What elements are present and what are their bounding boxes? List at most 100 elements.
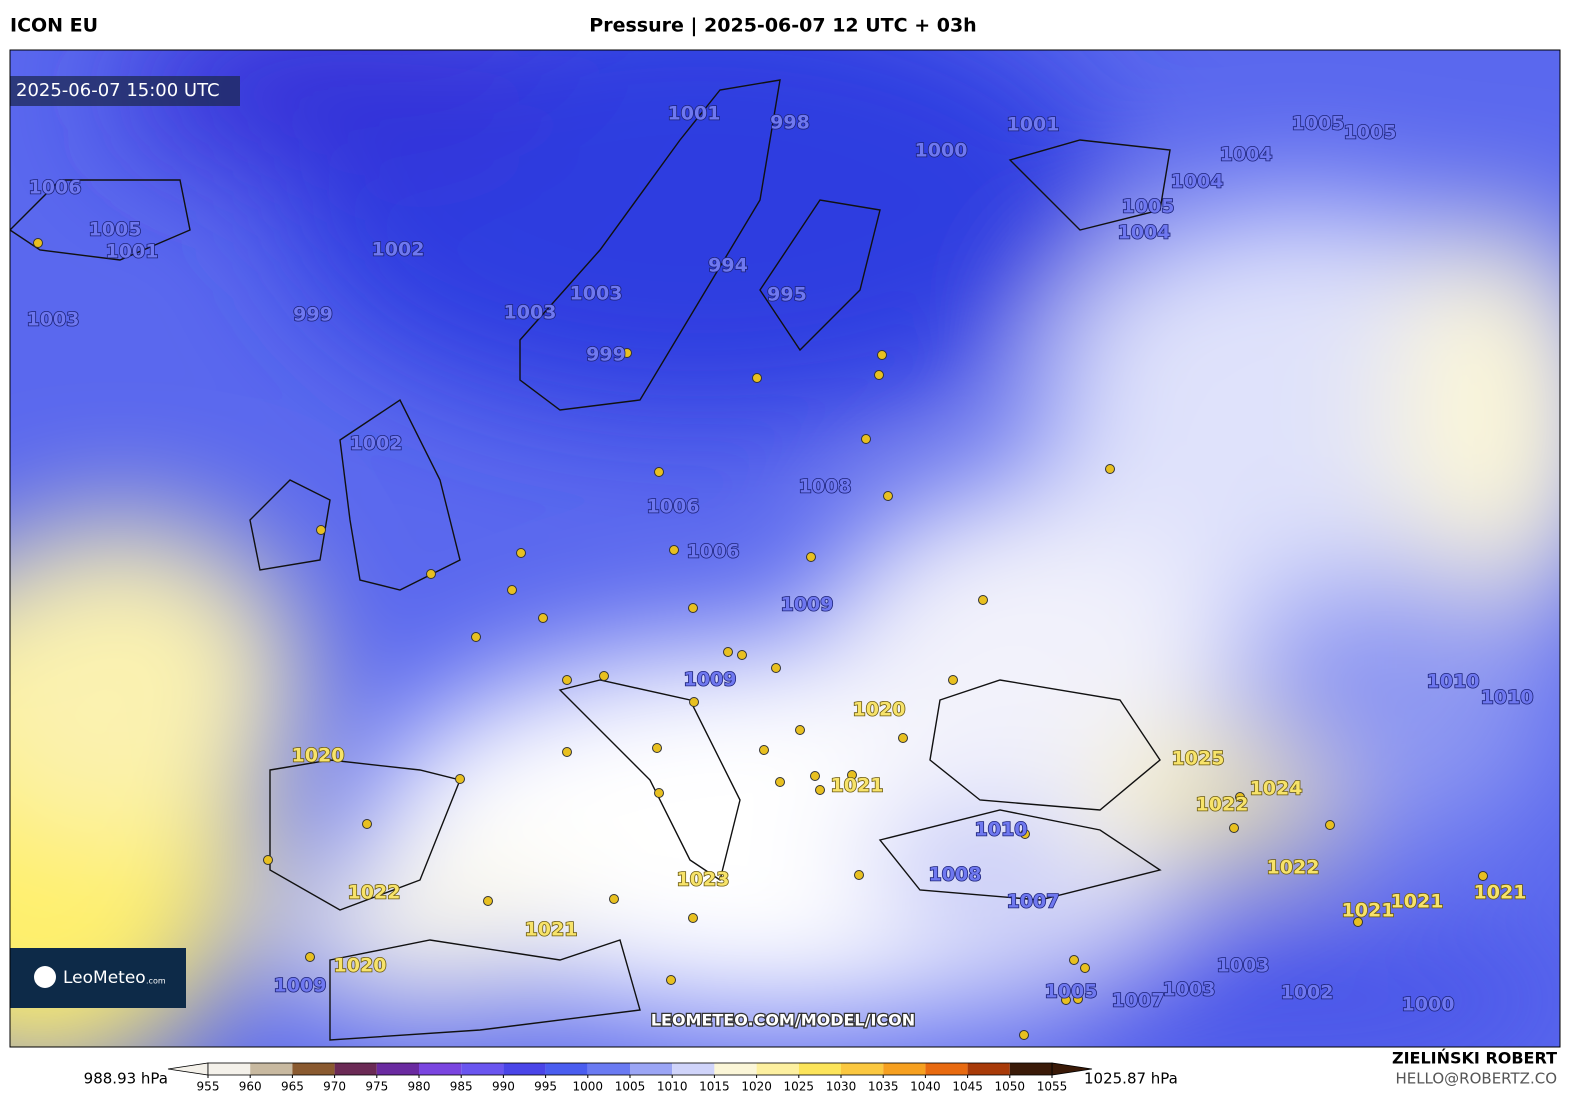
city-marker [362,819,372,829]
city-marker [1020,829,1030,839]
colorbar-segment [1009,1063,1052,1075]
pressure-label: 1000 [1402,994,1455,1016]
colorbar-segment [714,1063,757,1075]
pressure-label: 1005 [1292,113,1345,135]
pressure-label: 1021 [525,919,578,941]
city-marker [771,663,781,673]
colorbar-segment [419,1063,462,1075]
pressure-label: 1021 [1474,882,1527,904]
pressure-label: 1006 [647,496,700,518]
city-marker [759,745,769,755]
colorbar-segment [756,1063,799,1075]
pressure-label: 1023 [677,869,730,891]
pressure-label: 1002 [350,433,403,455]
logo-suffix: .com [146,977,166,986]
colorbar-segment [461,1063,504,1075]
pressure-label: 1004 [1220,144,1273,166]
pressure-label: 1005 [89,219,142,241]
city-marker [847,770,857,780]
pressure-label: 995 [767,284,807,306]
colorbar-max: 1025.87 hPa [1084,1070,1178,1088]
colorbar: 955 960 965 970 975 980 985 990 995 1000 1005 1010 1… [167,1062,1093,1094]
city-marker [1235,792,1245,802]
colorbar-segment [883,1063,926,1075]
pressure-label: 1008 [799,476,852,498]
colorbar-segment [925,1063,968,1075]
city-marker [689,697,699,707]
pressure-label: 1007 [1007,891,1060,913]
colorbar-segment [798,1063,841,1075]
pressure-label: 1006 [29,177,82,199]
city-marker [666,975,676,985]
colorbar-segment [208,1063,251,1075]
city-marker [1478,871,1488,881]
colorbar-tick-label: 1005 [615,1080,646,1094]
pressure-label: 1005 [1045,981,1098,1003]
colorbar-tick-label: 1030 [826,1080,857,1094]
colorbar-tick-label: 990 [492,1080,515,1094]
city-marker [898,733,908,743]
colorbar-tick-label: 1025 [784,1080,815,1094]
colorbar-tick-label: 1015 [699,1080,730,1094]
pressure-label: 1001 [1007,114,1060,136]
city-marker [861,434,871,444]
city-marker [688,603,698,613]
colorbar-segment [250,1063,293,1075]
colorbar-segment [967,1063,1010,1075]
colorbar-tick-label: 980 [408,1080,431,1094]
pressure-label: 1020 [292,745,345,767]
city-marker [1061,995,1071,1005]
colorbar-tick-label: 1050 [995,1080,1026,1094]
pressure-label: 1000 [915,140,968,162]
pressure-label: 1009 [274,975,327,997]
city-marker [1073,994,1083,1004]
city-marker [455,774,465,784]
city-marker [562,675,572,685]
colorbar-arrow [167,1062,209,1076]
contact: HELLO@ROBERTZ.CO [1395,1070,1557,1088]
pressure-label: 1004 [1118,222,1171,244]
pressure-label: 999 [293,304,333,326]
colorbar-tick-label: 1020 [741,1080,772,1094]
city-marker [810,771,820,781]
city-marker [883,491,893,501]
pressure-label: 1020 [853,699,906,721]
city-marker [1019,1030,1029,1040]
city-marker [948,675,958,685]
city-marker [1229,823,1239,833]
map-frame [9,49,1561,1048]
pressure-label: 1004 [1171,171,1224,193]
city-marker [688,913,698,923]
pressure-label: 1020 [334,955,387,977]
pressure-label: 1010 [1427,671,1480,693]
pressure-label: 1024 [1250,778,1303,800]
city-marker [1105,464,1115,474]
pressure-label: 1001 [106,241,159,263]
city-marker [516,548,526,558]
pressure-label: 1005 [1122,196,1175,218]
colorbar-segment [292,1063,335,1075]
colorbar-tick-label: 955 [197,1080,220,1094]
city-marker [654,467,664,477]
city-marker [654,788,664,798]
city-marker [669,545,679,555]
pressure-label: 1007 [1112,990,1165,1012]
colorbar-segment [587,1063,630,1075]
city-marker [609,894,619,904]
pressure-label: 1022 [1267,857,1320,879]
pressure-label: 1022 [348,882,401,904]
city-marker [507,585,517,595]
pressure-label: 1001 [668,103,721,125]
city-marker [1080,963,1090,973]
colorbar-segment [672,1063,715,1075]
author: ZIELIŃSKI ROBERT [1392,1049,1557,1068]
city-marker [815,785,825,795]
city-markers [33,238,1488,1040]
city-marker [622,348,632,358]
city-marker [426,569,436,579]
pressure-label: 1021 [1342,900,1395,922]
city-marker [978,595,988,605]
